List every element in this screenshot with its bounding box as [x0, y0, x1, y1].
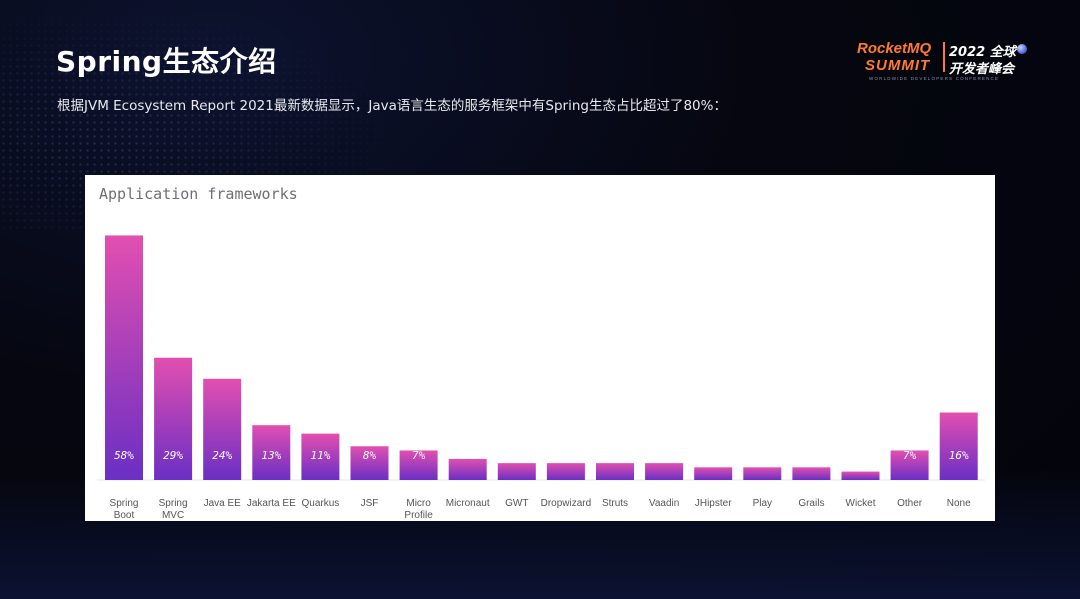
category-tick-label: None [947, 498, 971, 509]
bar-value-label: 8% [363, 449, 377, 462]
category-tick-label: Play [753, 498, 772, 509]
logo-summit-text: SUMMIT [865, 57, 931, 74]
bar-value-label: 29% [163, 449, 183, 462]
bar [252, 425, 291, 480]
category-tick-label: JSF [361, 498, 379, 509]
bar [154, 357, 193, 480]
category-tick-label: Spring Boot [110, 498, 139, 521]
bar-value-label: 4% [608, 449, 622, 462]
bar [939, 412, 978, 480]
page-subtitle: 根据JVM Ecosystem Report 2021最新数据显示，Java语言… [57, 98, 727, 114]
category-tick-label: GWT [505, 498, 528, 509]
logo-conference-text: 开发者峰会 [949, 62, 1015, 77]
bar [399, 450, 438, 480]
category-tick-label: Grails [798, 498, 824, 509]
bar-value-label: 58% [114, 449, 134, 462]
category-tick-label: Struts [602, 498, 628, 509]
page-title: Spring生态介绍 [56, 45, 277, 78]
category-tick-label: Other [897, 498, 923, 509]
bar-value-label: 4% [559, 449, 573, 462]
bar [301, 433, 340, 480]
category-tick-label: Vaadin [649, 498, 679, 509]
category-tick-label: Quarkus [302, 498, 340, 509]
bar-value-label: 11% [310, 449, 330, 462]
category-tick-label: Wicket [846, 498, 876, 509]
bar-chart: 58% Spring Boot 29% Spring MVC 24% Java EE 13% Ja… [97, 235, 985, 521]
logo-year-text: 2022 全球 [949, 45, 1016, 60]
logo-divider [943, 42, 945, 72]
bar [645, 463, 684, 480]
chart-title: Application frameworks [99, 185, 298, 203]
logo-tagline: WORLDWIDE DEVELOPERS CONFERENCE [869, 76, 1000, 81]
logo-rocketmq-text: RocketMQ [857, 40, 932, 57]
bar-value-label: 2% [854, 449, 868, 462]
bar [841, 471, 880, 480]
bar-value-label: 13% [261, 449, 281, 462]
bar-value-label: 16% [949, 449, 969, 462]
category-tick-label: Micronaut [446, 498, 490, 509]
bar [546, 463, 585, 480]
bar-value-label: 7% [412, 449, 426, 462]
bar-value-label: 7% [903, 449, 917, 462]
summit-logo: RocketMQ SUMMIT 2022 全球 开发者峰会 WORLDWIDE … [855, 40, 1035, 85]
bar [448, 458, 487, 480]
bar [694, 467, 733, 480]
bar [792, 467, 831, 480]
category-tick-label: Java EE [204, 498, 242, 509]
bar-value-label: 3% [804, 449, 819, 462]
bar-value-label: 4% [657, 449, 671, 462]
bar-value-label: 4% [510, 449, 524, 462]
category-tick-label: Spring MVC [159, 498, 188, 521]
bar [105, 235, 143, 480]
bar-value-label: 24% [212, 449, 232, 462]
bar-value-label: 3% [755, 449, 770, 462]
chart-panel: Application frameworks 58% Spring Boot 29% S… [85, 175, 995, 521]
category-tick-label: Dropwizard [541, 498, 592, 509]
planet-icon [1017, 44, 1027, 54]
bar-value-label: 5% [461, 449, 475, 462]
bar [497, 463, 536, 480]
bar [596, 463, 634, 480]
bar [890, 450, 929, 480]
bar [350, 446, 389, 480]
category-tick-label: JHipster [695, 498, 732, 509]
bar [203, 378, 242, 480]
category-tick-label: Jakarta EE [247, 498, 296, 509]
bar [743, 467, 782, 480]
category-tick-label: Micro Profile [404, 498, 433, 521]
bar-value-label: 3% [706, 449, 721, 462]
